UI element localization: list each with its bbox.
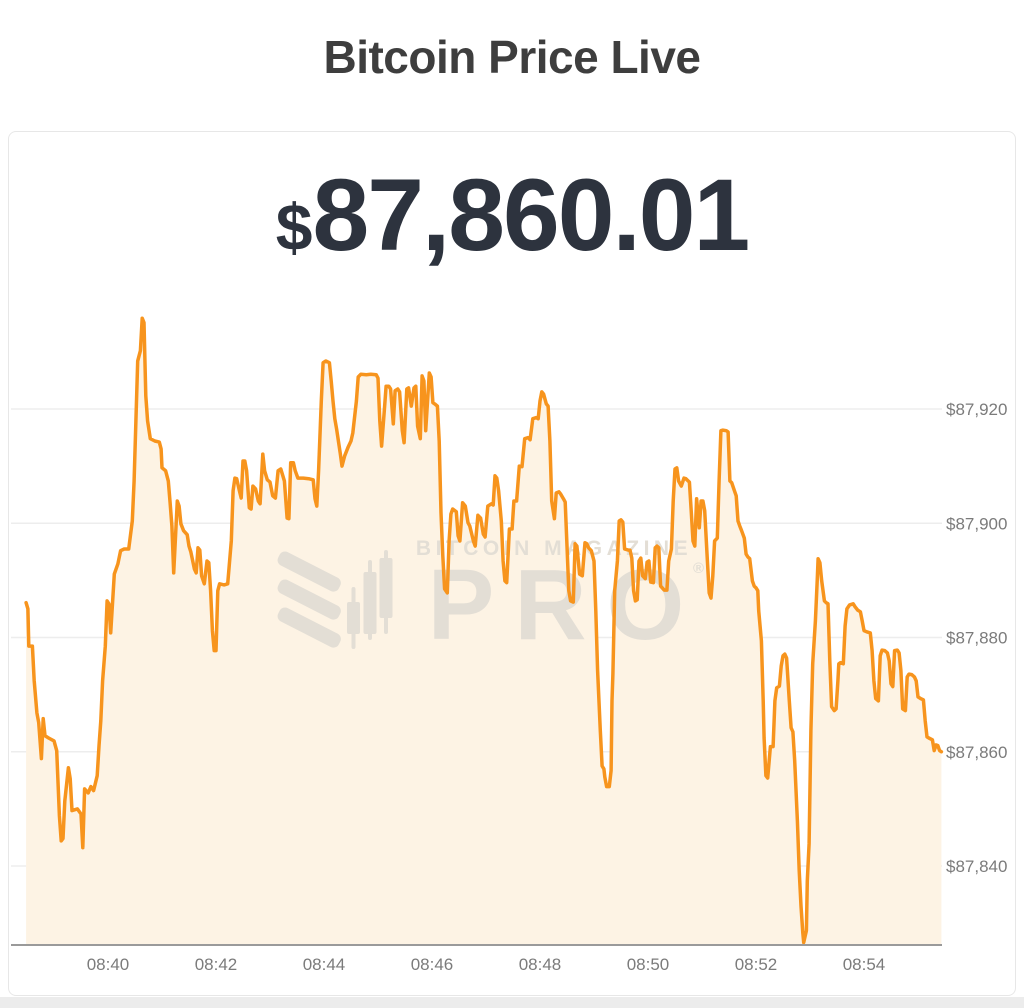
x-axis-label: 08:52 [735, 955, 778, 974]
y-axis-label: $87,900 [946, 514, 1007, 533]
x-axis-label: 08:44 [303, 955, 346, 974]
x-axis-label: 08:54 [843, 955, 886, 974]
watermark-registered-mark: ® [693, 560, 704, 577]
y-axis-label: $87,840 [946, 857, 1007, 876]
y-axis-label: $87,880 [946, 629, 1007, 648]
chart-underlay [11, 318, 942, 945]
chart-overlay: $87,920 $87,900 $87,880 $87,860 $87,840 08:40… [11, 316, 1007, 974]
watermark-pro-text: PRO [428, 549, 705, 661]
price-chart-canvas[interactable]: BITCOIN MAGAZINE PRO ® $87,920$87,900$87… [9, 132, 1017, 995]
bitcoin-magazine-pro-logo-icon [277, 550, 393, 649]
x-axis-label: 08:46 [411, 955, 454, 974]
y-axis-label: $87,860 [946, 743, 1007, 762]
y-axis-label: $87,920 [946, 400, 1007, 419]
page-title: Bitcoin Price Live [323, 31, 701, 83]
price-currency-symbol: $ [275, 190, 313, 264]
price-area-fill [26, 318, 942, 945]
x-axis-label: 08:40 [87, 955, 130, 974]
x-axis-label: 08:48 [519, 955, 562, 974]
current-price: $87,860.01 [9, 164, 1015, 266]
x-axis-label: 08:42 [195, 955, 238, 974]
page-bottom-edge [0, 997, 1024, 1008]
price-chart-card: $87,860.01 BITCOIN MAGAZINE [8, 131, 1016, 996]
price-value: 87,860.01 [312, 158, 750, 272]
x-axis-label: 08:50 [627, 955, 670, 974]
price-line-series [24, 316, 944, 945]
